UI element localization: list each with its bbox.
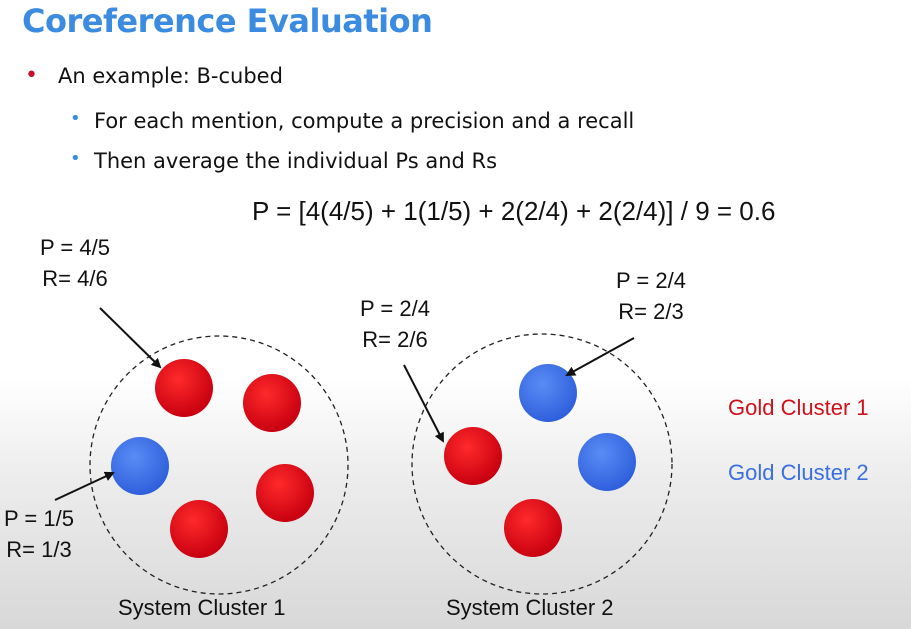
arrow-to-blue-c2 xyxy=(565,337,635,376)
legend-gold-cluster-1: Gold Cluster 1 xyxy=(728,395,869,420)
caption-system-cluster-1: System Cluster 1 xyxy=(118,595,286,620)
sub-bullet-1-text: For each mention, compute a precision an… xyxy=(94,109,635,133)
mention-gold2 xyxy=(519,364,577,422)
mention-gold2 xyxy=(111,437,169,495)
recall-text: R= 2/6 xyxy=(362,327,428,352)
mention-gold1 xyxy=(170,500,228,558)
precision-text: P = 2/4 xyxy=(360,296,430,321)
precision-formula: P = [4(4/5) + 1(1/5) + 2(2/4) + 2(2/4)] … xyxy=(252,196,776,226)
mention-gold1 xyxy=(155,359,213,417)
mention-gold1 xyxy=(504,499,562,557)
mention-gold1 xyxy=(256,464,314,522)
mention-gold1 xyxy=(444,427,502,485)
slide-title: Coreference Evaluation xyxy=(22,2,433,40)
label-blue-c1: P = 1/5 R= 1/3 xyxy=(4,503,74,565)
mention-gold1 xyxy=(243,374,301,432)
bullet-dot: • xyxy=(25,63,38,88)
recall-text: R= 1/3 xyxy=(6,537,72,562)
system-cluster-2-outline xyxy=(411,333,673,595)
precision-text: P = 4/5 xyxy=(40,235,110,260)
sub-bullet-dot: • xyxy=(70,148,81,169)
arrow-to-red-c2 xyxy=(403,364,444,443)
label-red-c1: P = 4/5 R= 4/6 xyxy=(40,232,110,294)
recall-text: R= 2/3 xyxy=(618,299,684,324)
legend-gold-cluster-2: Gold Cluster 2 xyxy=(728,460,869,485)
label-blue-c2: P = 2/4 R= 2/3 xyxy=(616,265,686,327)
caption-system-cluster-2: System Cluster 2 xyxy=(446,595,614,620)
system-cluster-1-outline xyxy=(89,335,349,595)
arrow-to-blue-c1 xyxy=(54,471,115,501)
precision-text: P = 1/5 xyxy=(4,506,74,531)
arrow-to-red-c1 xyxy=(99,307,162,369)
precision-text: P = 2/4 xyxy=(616,268,686,293)
mention-gold2 xyxy=(578,433,636,491)
label-red-c2: P = 2/4 R= 2/6 xyxy=(360,293,430,355)
sub-bullet-dot: • xyxy=(70,108,81,129)
recall-text: R= 4/6 xyxy=(42,266,108,291)
sub-bullet-2-text: Then average the individual Ps and Rs xyxy=(94,149,498,173)
bullet-main-text: An example: B-cubed xyxy=(58,64,283,88)
